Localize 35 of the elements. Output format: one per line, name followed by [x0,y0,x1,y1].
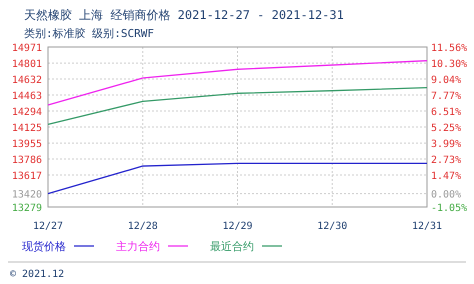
x-tick-label: 12/31 [412,221,442,232]
y2-tick-label: 10.30% [431,58,468,70]
y2-tick-label: 2.73% [431,155,462,166]
y-tick-label: 14632 [12,75,42,86]
y2-tick-label: 0.00% [431,190,462,201]
y2-tick-label: 11.56% [431,43,468,54]
y-tick-label: 14125 [12,123,42,134]
y-tick-label: 14463 [12,91,42,102]
y2-tick-label: 7.77% [431,91,462,102]
y2-tick-label: 9.04% [431,74,462,86]
line-series [47,60,428,106]
x-tick-label: 12/29 [222,221,253,232]
legend-label: 现货价格 [22,240,66,253]
y-tick-label: 13617 [12,171,42,182]
y-tick-label: 14971 [12,43,42,54]
x-tick-label: 12/30 [317,221,348,232]
x-tick-label: 12/27 [32,221,64,232]
chart-title: 天然橡胶 上海 经销商价格 2021-12-27 - 2021-12-31 [24,8,344,22]
y2-tick-label: -1.05% [431,203,468,214]
legend-label: 最近合约 [210,240,254,253]
y2-tick-label: 1.47% [431,171,462,182]
legend-label: 主力合约 [116,240,160,253]
y-tick-label: 14801 [12,59,42,70]
y2-tick-label: 5.25% [431,123,462,134]
y-tick-label: 13955 [12,139,42,150]
y-tick-label: 14294 [12,107,42,118]
y2-tick-label: 3.99% [431,139,462,150]
y-tick-label: 13420 [12,190,42,201]
y-tick-label: 13786 [12,155,42,166]
line-series [47,87,428,125]
text: © 2021.12 [10,269,64,280]
chart-subtitle: 类别:标准胶 级别:SCRWF [24,27,154,40]
y2-tick-label: 6.51% [431,107,462,118]
y-tick-label: 13279 [12,203,42,214]
x-tick-label: 12/28 [128,221,158,232]
